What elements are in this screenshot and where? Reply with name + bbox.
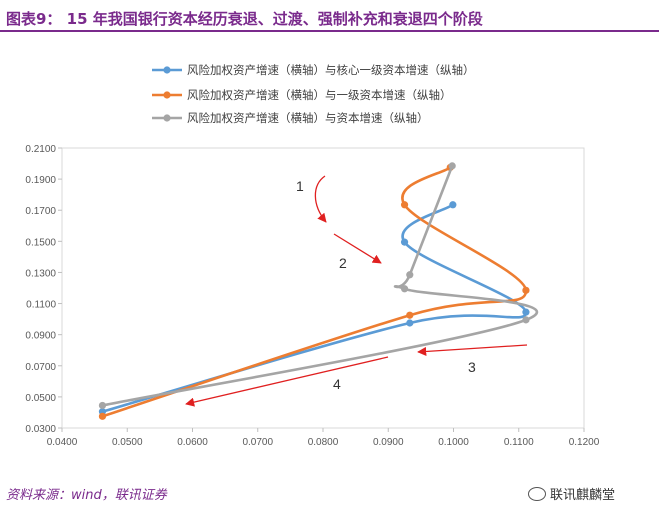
watermark-text: 联讯麒麟堂 [550, 488, 616, 503]
legend-item: 风险加权资产增速（横轴）与资本增速（纵轴） [152, 111, 429, 125]
y-tick-label: 0.0500 [25, 393, 56, 404]
y-tick-label: 0.0700 [25, 362, 56, 373]
figure-title: 图表9： 15 年我国银行资本经历衰退、过渡、强制补充和衰退四个阶段 [6, 10, 483, 28]
annotation-label: 3 [468, 359, 476, 375]
series-2 [98, 163, 530, 420]
data-point [522, 286, 530, 294]
x-tick-label: 0.0900 [373, 437, 404, 448]
legend-label: 风险加权资产增速（横轴）与资本增速（纵轴） [187, 111, 429, 125]
data-point [406, 319, 414, 327]
data-point [98, 401, 107, 410]
legend-label: 风险加权资产增速（横轴）与一级资本增速（纵轴） [187, 88, 452, 102]
title-divider [0, 30, 659, 32]
annotation-label: 4 [333, 376, 341, 392]
plot-border [61, 147, 585, 429]
data-point [98, 412, 107, 420]
annotation-label: 1 [296, 178, 304, 194]
series-line [102, 203, 528, 413]
annotation-label: 2 [339, 255, 347, 271]
data-point [400, 238, 409, 246]
x-tick-label: 0.0600 [177, 437, 208, 448]
wechat-logo-icon [528, 487, 546, 501]
y-tick-label: 0.1700 [25, 206, 56, 217]
arrow-1 [314, 175, 327, 223]
arrow-2 [333, 233, 382, 264]
y-tick-label: 0.1100 [26, 300, 56, 311]
y-tick-label: 0.0300 [25, 424, 56, 435]
x-tick-label: 0.1000 [438, 437, 469, 448]
series-line [102, 165, 539, 407]
data-point [449, 201, 457, 209]
series-line [102, 166, 528, 418]
y-tick-label: 0.0900 [25, 331, 56, 342]
legend-item: 风险加权资产增速（横轴）与核心一级资本增速（纵轴） [152, 63, 475, 77]
x-tick-label: 0.0800 [308, 437, 339, 448]
legend-marker [163, 66, 171, 74]
legend-marker [163, 91, 171, 99]
arrow-3 [417, 344, 528, 357]
x-tick-label: 0.0400 [47, 437, 78, 448]
y-tick-label: 0.2100 [25, 144, 56, 155]
data-point [400, 285, 409, 293]
y-tick-label: 0.1500 [25, 237, 56, 248]
y-tick-label: 0.1900 [25, 175, 56, 186]
x-tick-label: 0.1100 [504, 437, 534, 448]
source-note: 资料来源：wind，联讯证券 [6, 488, 167, 503]
data-point [522, 308, 530, 316]
series-3 [98, 162, 539, 410]
legend-marker [163, 114, 171, 122]
data-point [406, 311, 414, 319]
data-point [400, 201, 409, 209]
x-tick-label: 0.0700 [242, 437, 273, 448]
series-1 [98, 201, 530, 416]
x-tick-label: 0.0500 [112, 437, 143, 448]
x-tick-label: 0.1200 [569, 437, 600, 448]
data-point [522, 316, 530, 324]
data-point [448, 162, 456, 170]
y-tick-label: 0.1300 [25, 268, 56, 279]
legend-item: 风险加权资产增速（横轴）与一级资本增速（纵轴） [152, 88, 452, 102]
arrow-4 [185, 356, 389, 407]
watermark: 联讯麒麟堂 [528, 484, 615, 503]
data-point [406, 271, 414, 279]
legend-label: 风险加权资产增速（横轴）与核心一级资本增速（纵轴） [187, 63, 475, 77]
